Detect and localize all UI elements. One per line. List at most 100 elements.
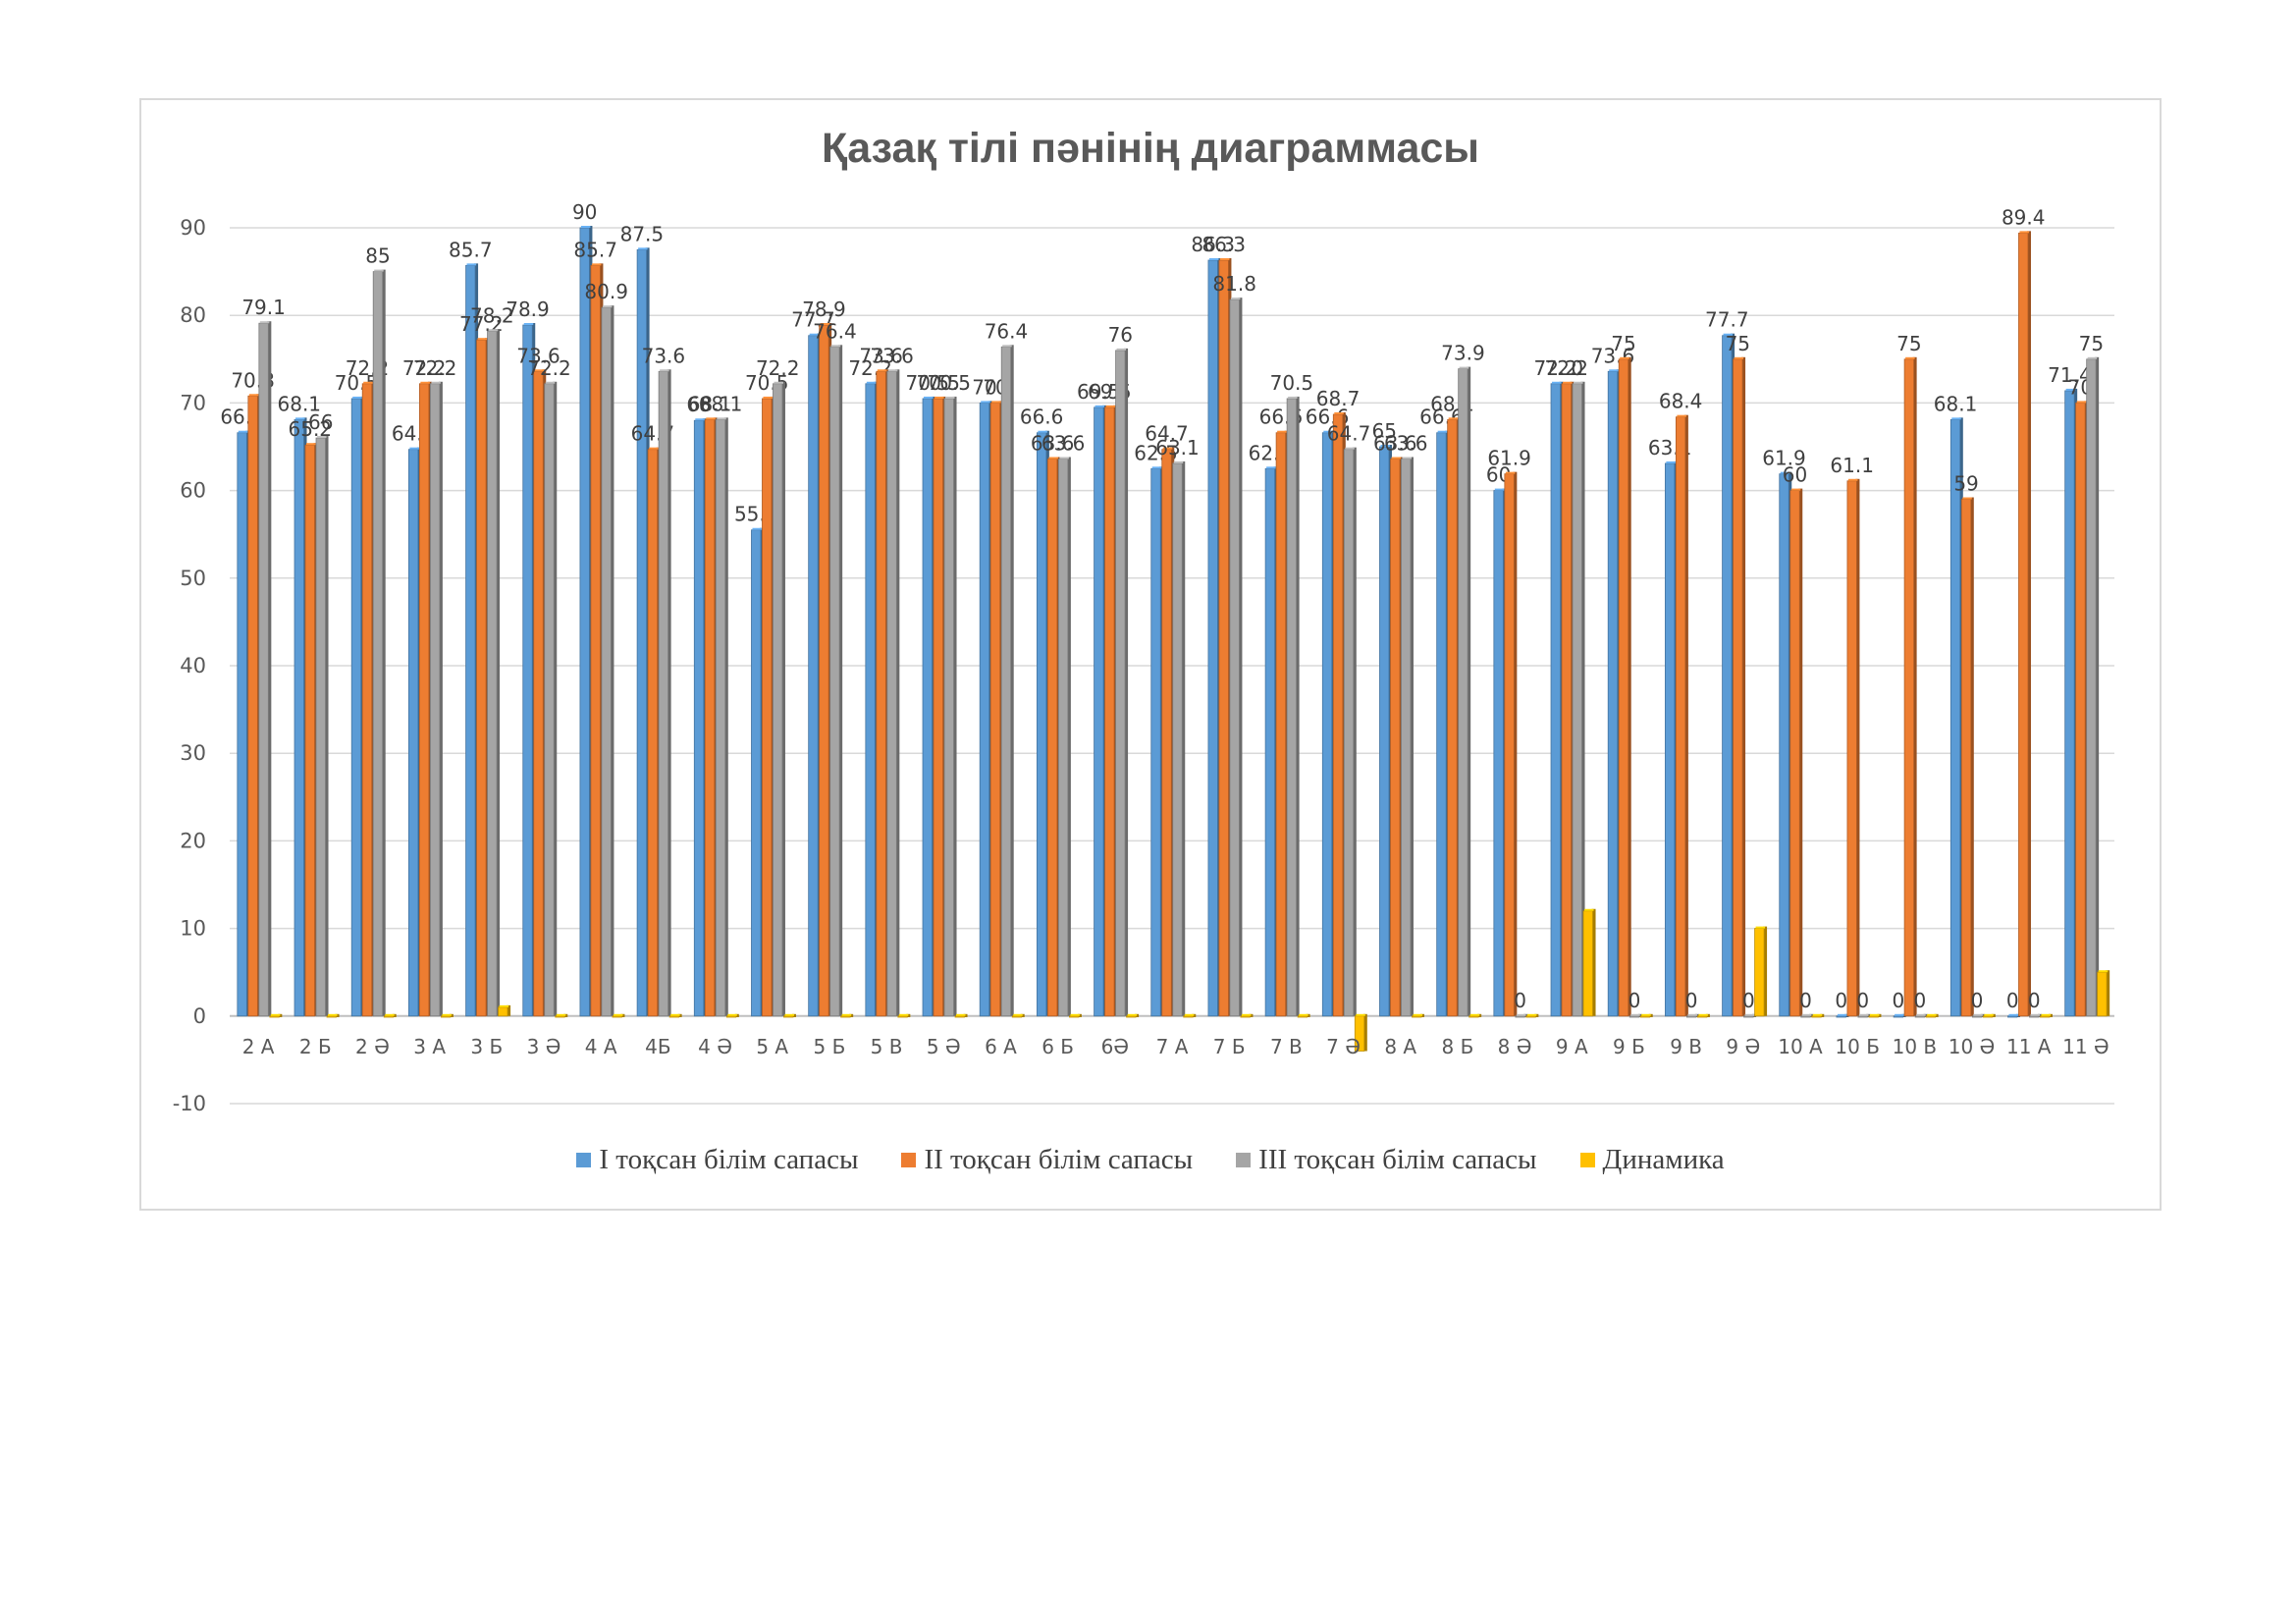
bar bbox=[269, 1015, 280, 1018]
bar-side bbox=[667, 369, 671, 1016]
bar-top bbox=[1469, 1013, 1480, 1016]
bar bbox=[1343, 449, 1355, 1017]
bar-top bbox=[1723, 333, 1734, 336]
bar-top bbox=[1812, 1013, 1823, 1016]
x-tick-label: 4 Ә bbox=[698, 1035, 732, 1058]
y-tick-label: -10 bbox=[173, 1092, 206, 1115]
bar-top bbox=[306, 443, 316, 446]
bar bbox=[429, 383, 441, 1017]
bar bbox=[590, 264, 601, 1017]
bar-side bbox=[485, 338, 490, 1016]
data-label: 64.7 bbox=[1327, 422, 1371, 446]
bar bbox=[1857, 1015, 1868, 1018]
bar-top bbox=[1858, 1013, 1869, 1016]
bar-top bbox=[409, 447, 419, 450]
bar-top bbox=[2098, 970, 2109, 973]
data-label: 0 bbox=[1571, 356, 1583, 380]
bar bbox=[315, 437, 326, 1017]
bar-top bbox=[1574, 381, 1583, 384]
legend-item: Динамика bbox=[1579, 1144, 1725, 1176]
data-label: 73.6 bbox=[516, 344, 561, 367]
bar bbox=[1493, 490, 1504, 1017]
data-label: 0 bbox=[1971, 989, 1984, 1012]
data-label: 89.4 bbox=[2002, 205, 2046, 229]
bar-top bbox=[591, 263, 602, 266]
x-tick-label: 5 Ә bbox=[927, 1035, 961, 1058]
data-label: 72.2 bbox=[1545, 356, 1589, 380]
bar bbox=[1218, 259, 1229, 1017]
y-tick-label: 90 bbox=[180, 216, 206, 240]
bar bbox=[1458, 368, 1468, 1017]
bar-side bbox=[599, 263, 604, 1016]
bar bbox=[704, 418, 716, 1017]
bar bbox=[1685, 1015, 1697, 1018]
bar-side bbox=[1912, 356, 1917, 1016]
bar-side bbox=[1398, 457, 1403, 1016]
bar-side bbox=[2026, 231, 2031, 1016]
bar bbox=[1264, 467, 1276, 1017]
bar-side bbox=[1330, 430, 1335, 1016]
bar-side bbox=[931, 396, 935, 1016]
data-label: 0 bbox=[2028, 989, 2041, 1012]
bar bbox=[865, 383, 876, 1017]
bar bbox=[2064, 390, 2075, 1017]
bar-side bbox=[2073, 388, 2078, 1016]
legend-swatch bbox=[901, 1153, 917, 1167]
bar bbox=[1743, 1015, 1754, 1018]
data-label: 60 bbox=[1783, 463, 1807, 487]
bar-side bbox=[645, 247, 650, 1016]
bar-top bbox=[1984, 1013, 1994, 1016]
x-tick-label: 11 Ә bbox=[2062, 1035, 2109, 1058]
bar bbox=[668, 1015, 680, 1018]
bar-side bbox=[1502, 488, 1507, 1016]
bar bbox=[1525, 1015, 1536, 1018]
bar-top bbox=[1241, 1013, 1252, 1016]
x-tick-label: 10 А bbox=[1778, 1035, 1823, 1058]
data-label: 68.1 bbox=[699, 392, 743, 415]
bar bbox=[647, 449, 659, 1017]
bar-side bbox=[2106, 970, 2110, 1016]
bar bbox=[1914, 1015, 1926, 1018]
bar-top bbox=[328, 1013, 338, 1016]
bar bbox=[1229, 298, 1240, 1017]
bar-side bbox=[1616, 369, 1621, 1016]
bar-top bbox=[1208, 258, 1219, 261]
data-label: 0 bbox=[1835, 989, 1847, 1012]
x-tick-label: 6 Б bbox=[1041, 1035, 1074, 1058]
bar bbox=[440, 1015, 452, 1018]
bar-side bbox=[1683, 414, 1688, 1016]
bar-side bbox=[302, 417, 307, 1016]
bar-top bbox=[1402, 457, 1412, 460]
bar-top bbox=[1916, 1013, 1926, 1016]
data-label: 64.7 bbox=[1145, 422, 1189, 446]
x-tick-label: 7 Б bbox=[1213, 1035, 1246, 1058]
bar-side bbox=[759, 527, 764, 1016]
data-label: 68.1 bbox=[1934, 392, 1978, 415]
bar-top bbox=[1734, 356, 1744, 359]
bar-side bbox=[1969, 497, 1974, 1016]
bar bbox=[294, 418, 304, 1017]
x-tick-label: 8 Б bbox=[1442, 1035, 1474, 1058]
bar bbox=[1572, 383, 1582, 1017]
bar bbox=[237, 432, 247, 1017]
data-label: 75 bbox=[1611, 332, 1635, 355]
bar-top bbox=[695, 418, 705, 421]
bar bbox=[1207, 259, 1218, 1017]
data-label: 70.5 bbox=[917, 371, 961, 395]
data-label: 0 bbox=[1892, 989, 1904, 1012]
bar bbox=[1722, 335, 1733, 1017]
data-label: 85 bbox=[365, 244, 390, 268]
bar-top bbox=[956, 1013, 966, 1016]
bar bbox=[1504, 473, 1515, 1017]
bar bbox=[876, 370, 886, 1017]
bar-side bbox=[2095, 356, 2100, 1016]
y-tick-label: 50 bbox=[180, 567, 206, 590]
legend-item: III тоқсан білім сапасы bbox=[1236, 1144, 1537, 1176]
bar bbox=[1971, 1015, 1983, 1018]
bar bbox=[773, 383, 783, 1017]
bar bbox=[1960, 499, 1972, 1017]
bar-side bbox=[245, 430, 250, 1016]
bar-top bbox=[1437, 430, 1448, 433]
bar-side bbox=[1295, 396, 1300, 1016]
data-label: 72.2 bbox=[413, 356, 457, 380]
